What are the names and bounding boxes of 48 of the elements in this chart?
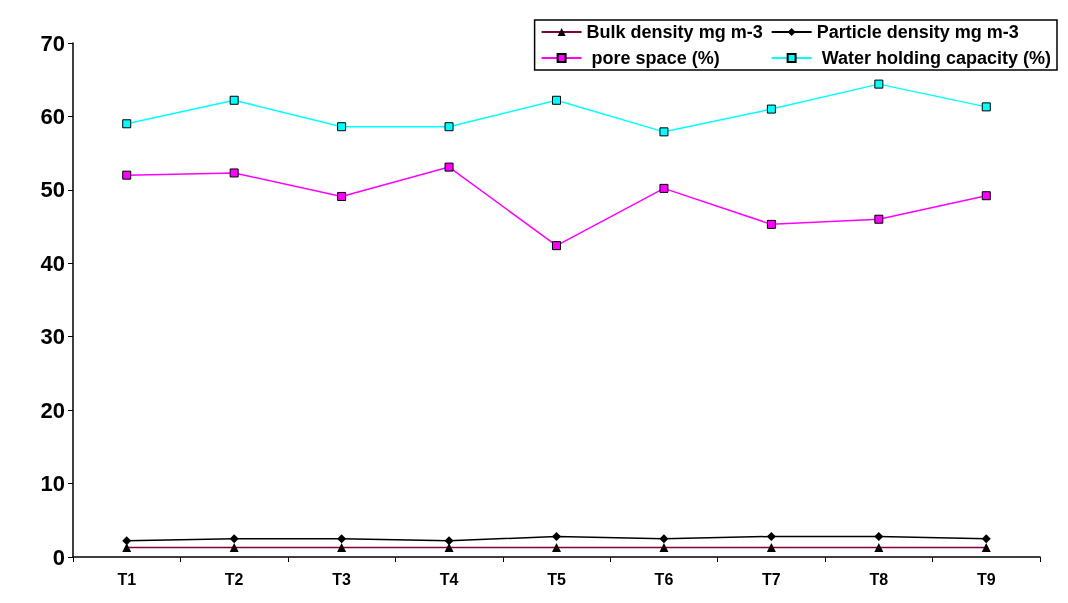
point [981, 534, 991, 544]
point [874, 79, 884, 89]
point [552, 95, 561, 105]
point [874, 531, 884, 541]
y-tick-label: 20 [40, 397, 65, 423]
point [766, 219, 776, 229]
point [874, 214, 884, 224]
point [659, 183, 669, 193]
point [444, 536, 454, 546]
point [444, 162, 454, 172]
y-tick-label: 40 [40, 250, 65, 276]
x-tick-label: T9 [976, 570, 996, 588]
y-tick-label: 70 [40, 30, 65, 56]
point [552, 241, 561, 251]
x-tick-label: T1 [117, 570, 137, 588]
point [122, 119, 132, 129]
legend-label: Bulk density mg m-3 [586, 22, 763, 42]
point [337, 191, 347, 201]
legend-label: pore space (%) [586, 48, 720, 68]
x-tick-label: T3 [332, 570, 352, 588]
y-tick-label: 30 [40, 324, 65, 350]
point [122, 536, 132, 546]
point [229, 168, 239, 178]
point [659, 534, 669, 544]
point [337, 122, 347, 132]
point [981, 191, 991, 201]
y-tick-label: 50 [40, 177, 65, 203]
legend-label: Particle density mg m-3 [816, 22, 1019, 42]
point [337, 534, 347, 544]
y-tick-label: 60 [40, 103, 65, 129]
point [766, 104, 776, 114]
point [981, 102, 991, 112]
point [229, 534, 239, 544]
point [229, 95, 239, 105]
y-tick-label: 10 [40, 471, 65, 497]
point [766, 531, 776, 541]
legend-label: Water holding capacity (%) [816, 48, 1052, 68]
point [444, 122, 454, 132]
x-tick-label: T6 [654, 570, 674, 588]
point [552, 531, 561, 541]
point [122, 170, 132, 180]
x-tick-label: T4 [439, 570, 459, 588]
x-tick-label: T7 [762, 570, 781, 588]
x-tick-label: T5 [547, 570, 566, 588]
y-tick-label: 0 [52, 544, 65, 570]
x-tick-label: T2 [224, 570, 244, 588]
x-tick-label: T8 [869, 570, 889, 588]
point [659, 127, 669, 137]
